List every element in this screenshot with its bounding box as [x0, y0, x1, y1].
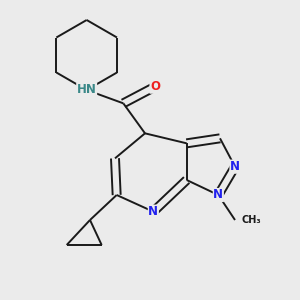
Text: N: N: [148, 205, 158, 218]
Text: HN: HN: [77, 83, 97, 97]
Text: N: N: [230, 160, 240, 173]
Text: CH₃: CH₃: [242, 215, 261, 225]
Text: O: O: [150, 80, 160, 93]
Text: N: N: [213, 188, 223, 202]
